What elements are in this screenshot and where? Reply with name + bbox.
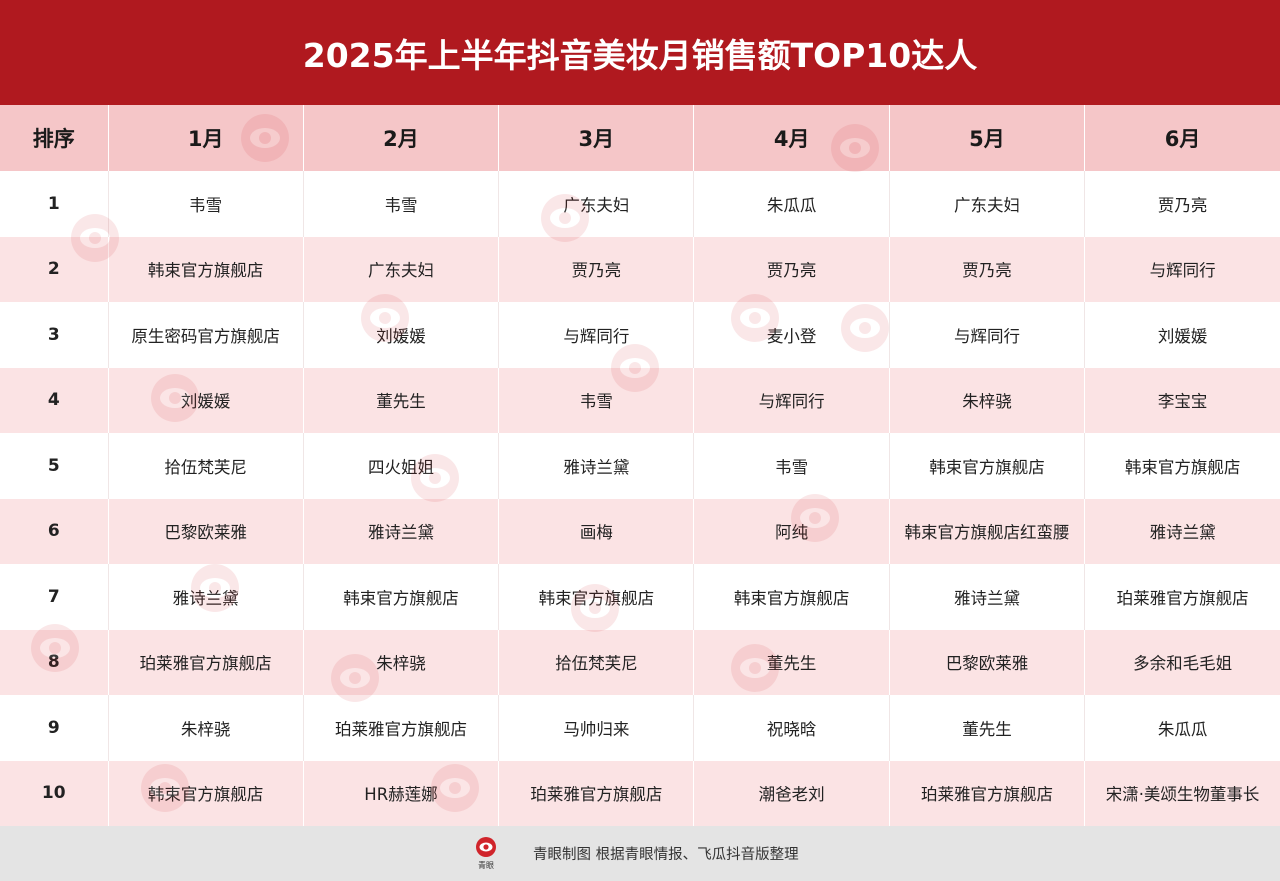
influencer-cell-month-2: 董先生 — [303, 367, 500, 433]
influencer-cell-month-3: 珀莱雅官方旗舰店 — [498, 760, 695, 826]
rank-cell: 3 — [0, 302, 109, 368]
influencer-cell-month-3: 广东夫妇 — [498, 171, 695, 237]
influencer-cell-month-5: 董先生 — [889, 695, 1086, 761]
header-month-1: 1月 — [108, 105, 304, 171]
rank-cell: 8 — [0, 629, 109, 695]
rank-cell: 9 — [0, 695, 109, 761]
influencer-cell-month-4: 贾乃亮 — [693, 236, 890, 302]
rank-cell: 1 — [0, 171, 109, 237]
table-row: 1 韦雪 韦雪 广东夫妇 朱瓜瓜 广东夫妇 贾乃亮 — [0, 171, 1280, 237]
influencer-cell-month-2: 珀莱雅官方旗舰店 — [303, 695, 500, 761]
influencer-cell-month-3: 韩束官方旗舰店 — [498, 564, 695, 630]
influencer-cell-month-1: 刘媛媛 — [108, 367, 304, 433]
table-row: 9 朱梓骁 珀莱雅官方旗舰店 马帅归来 祝晓晗 董先生 朱瓜瓜 — [0, 695, 1280, 761]
influencer-cell-month-4: 韦雪 — [693, 433, 890, 499]
influencer-cell-month-1: 雅诗兰黛 — [108, 564, 304, 630]
influencer-cell-month-5: 与辉同行 — [889, 302, 1086, 368]
influencer-cell-month-3: 马帅归来 — [498, 695, 695, 761]
influencer-cell-month-6: 雅诗兰黛 — [1149, 523, 1216, 543]
influencer-cell-month-1: 巴黎欧莱雅 — [108, 498, 304, 564]
header-month-6: 6月 — [1164, 127, 1201, 151]
influencer-cell-month-3: 画梅 — [498, 498, 695, 564]
influencer-cell-month-5: 韩束官方旗舰店 — [889, 433, 1086, 499]
rank-cell: 4 — [0, 367, 109, 433]
rank-cell: 7 — [0, 564, 109, 630]
influencer-cell-month-4: 与辉同行 — [693, 367, 890, 433]
table-row: 8 珀莱雅官方旗舰店 朱梓骁 拾伍梵芙尼 董先生 巴黎欧莱雅 多余和毛毛姐 — [0, 629, 1280, 695]
influencer-cell-month-5: 韩束官方旗舰店红蛮腰 — [889, 498, 1086, 564]
influencer-cell-month-5: 巴黎欧莱雅 — [889, 629, 1086, 695]
influencer-cell-month-4: 阿纯 — [693, 498, 890, 564]
influencer-cell-month-6: 贾乃亮 — [1157, 195, 1208, 215]
influencer-cell-month-1: 珀莱雅官方旗舰店 — [108, 629, 304, 695]
page-title: 2025年上半年抖音美妆月销售额TOP10达人 — [302, 35, 978, 75]
influencer-cell-month-6: 刘媛媛 — [1157, 326, 1208, 346]
table-header-row: 排序 1月 2月 3月 4月 5月 6月 — [0, 105, 1280, 171]
rank-cell: 10 — [0, 760, 109, 826]
header-month-2: 2月 — [303, 105, 500, 171]
influencer-cell-month-6: 韩束官方旗舰店 — [1124, 457, 1241, 477]
influencer-cell-month-1: 韩束官方旗舰店 — [108, 760, 304, 826]
table-row: 7 雅诗兰黛 韩束官方旗舰店 韩束官方旗舰店 韩束官方旗舰店 雅诗兰黛 珀莱雅官方旗舰店 — [0, 564, 1280, 630]
title-bar: 2025年上半年抖音美妆月销售额TOP10达人 — [0, 0, 1280, 105]
table-row: 4 刘媛媛 董先生 韦雪 与辉同行 朱梓骁 李宝宝 — [0, 367, 1280, 433]
influencer-cell-month-5: 广东夫妇 — [889, 171, 1086, 237]
table-row: 10 韩束官方旗舰店 HR赫莲娜 珀莱雅官方旗舰店 潮爸老刘 珀莱雅官方旗舰店 宋潇·美颂生… — [0, 760, 1280, 826]
influencer-cell-month-5: 贾乃亮 — [889, 236, 1086, 302]
influencer-cell-month-4: 朱瓜瓜 — [693, 171, 890, 237]
influencer-cell-month-1: 韦雪 — [108, 171, 304, 237]
influencer-cell-month-2: HR赫莲娜 — [303, 760, 500, 826]
rank-cell: 5 — [0, 433, 109, 499]
table-row: 3 原生密码官方旗舰店 刘媛媛 与辉同行 麦小登 与辉同行 刘媛媛 — [0, 302, 1280, 368]
influencer-cell-month-6: 珀莱雅官方旗舰店 — [1116, 588, 1249, 608]
influencer-cell-month-4: 祝晓晗 — [693, 695, 890, 761]
header-month-5: 5月 — [889, 105, 1086, 171]
influencer-cell-month-6: 朱瓜瓜 — [1157, 719, 1208, 739]
ranking-table: 排序 1月 2月 3月 4月 5月 6月 1 韦雪 韦雪 广东夫妇 朱瓜瓜 广东夫妇 贾乃亮… — [0, 105, 1280, 826]
brand-logo-icon: 青眼 — [476, 837, 496, 870]
influencer-cell-month-2: 朱梓骁 — [303, 629, 500, 695]
header-month-3: 3月 — [498, 105, 695, 171]
influencer-cell-month-1: 拾伍梵芙尼 — [108, 433, 304, 499]
influencer-cell-month-3: 贾乃亮 — [498, 236, 695, 302]
influencer-cell-month-5: 雅诗兰黛 — [889, 564, 1086, 630]
influencer-cell-month-4: 董先生 — [693, 629, 890, 695]
influencer-cell-month-2: 雅诗兰黛 — [303, 498, 500, 564]
influencer-cell-month-2: 刘媛媛 — [303, 302, 500, 368]
influencer-cell-month-2: 广东夫妇 — [303, 236, 500, 302]
influencer-cell-month-3: 与辉同行 — [498, 302, 695, 368]
influencer-cell-month-3: 拾伍梵芙尼 — [498, 629, 695, 695]
influencer-cell-month-2: 韦雪 — [303, 171, 500, 237]
table-row: 5 拾伍梵芙尼 四火姐姐 雅诗兰黛 韦雪 韩束官方旗舰店 韩束官方旗舰店 — [0, 433, 1280, 499]
influencer-cell-month-5: 珀莱雅官方旗舰店 — [889, 760, 1086, 826]
rank-cell: 2 — [0, 236, 109, 302]
source-note: 青眼制图 根据青眼情报、飞瓜抖音版整理 — [533, 847, 799, 863]
influencer-cell-month-6: 李宝宝 — [1157, 392, 1208, 412]
influencer-cell-month-1: 原生密码官方旗舰店 — [108, 302, 304, 368]
header-month-4: 4月 — [693, 105, 890, 171]
influencer-cell-month-2: 四火姐姐 — [303, 433, 500, 499]
table-body: 1 韦雪 韦雪 广东夫妇 朱瓜瓜 广东夫妇 贾乃亮 2 韩束官方旗舰店 广东夫妇 贾乃亮 贾乃亮 贾乃亮… — [0, 171, 1280, 826]
influencer-cell-month-3: 雅诗兰黛 — [498, 433, 695, 499]
influencer-cell-month-5: 朱梓骁 — [889, 367, 1086, 433]
influencer-cell-month-4: 潮爸老刘 — [693, 760, 890, 826]
table-row: 2 韩束官方旗舰店 广东夫妇 贾乃亮 贾乃亮 贾乃亮 与辉同行 — [0, 236, 1280, 302]
influencer-cell-month-1: 韩束官方旗舰店 — [108, 236, 304, 302]
influencer-cell-month-1: 朱梓骁 — [108, 695, 304, 761]
influencer-cell-month-6: 宋潇·美颂生物董事长 — [1105, 785, 1260, 805]
influencer-cell-month-4: 麦小登 — [693, 302, 890, 368]
logo-text: 青眼 — [478, 860, 494, 870]
influencer-cell-month-3: 韦雪 — [498, 367, 695, 433]
influencer-cell-month-4: 韩束官方旗舰店 — [693, 564, 890, 630]
footer: 青眼 青眼制图 根据青眼情报、飞瓜抖音版整理 — [0, 826, 1280, 881]
influencer-cell-month-2: 韩束官方旗舰店 — [303, 564, 500, 630]
rank-cell: 6 — [0, 498, 109, 564]
header-rank: 排序 — [0, 105, 109, 171]
influencer-cell-month-6: 与辉同行 — [1149, 261, 1216, 281]
influencer-cell-month-6: 多余和毛毛姐 — [1133, 654, 1233, 674]
table-row: 6 巴黎欧莱雅 雅诗兰黛 画梅 阿纯 韩束官方旗舰店红蛮腰 雅诗兰黛 — [0, 498, 1280, 564]
